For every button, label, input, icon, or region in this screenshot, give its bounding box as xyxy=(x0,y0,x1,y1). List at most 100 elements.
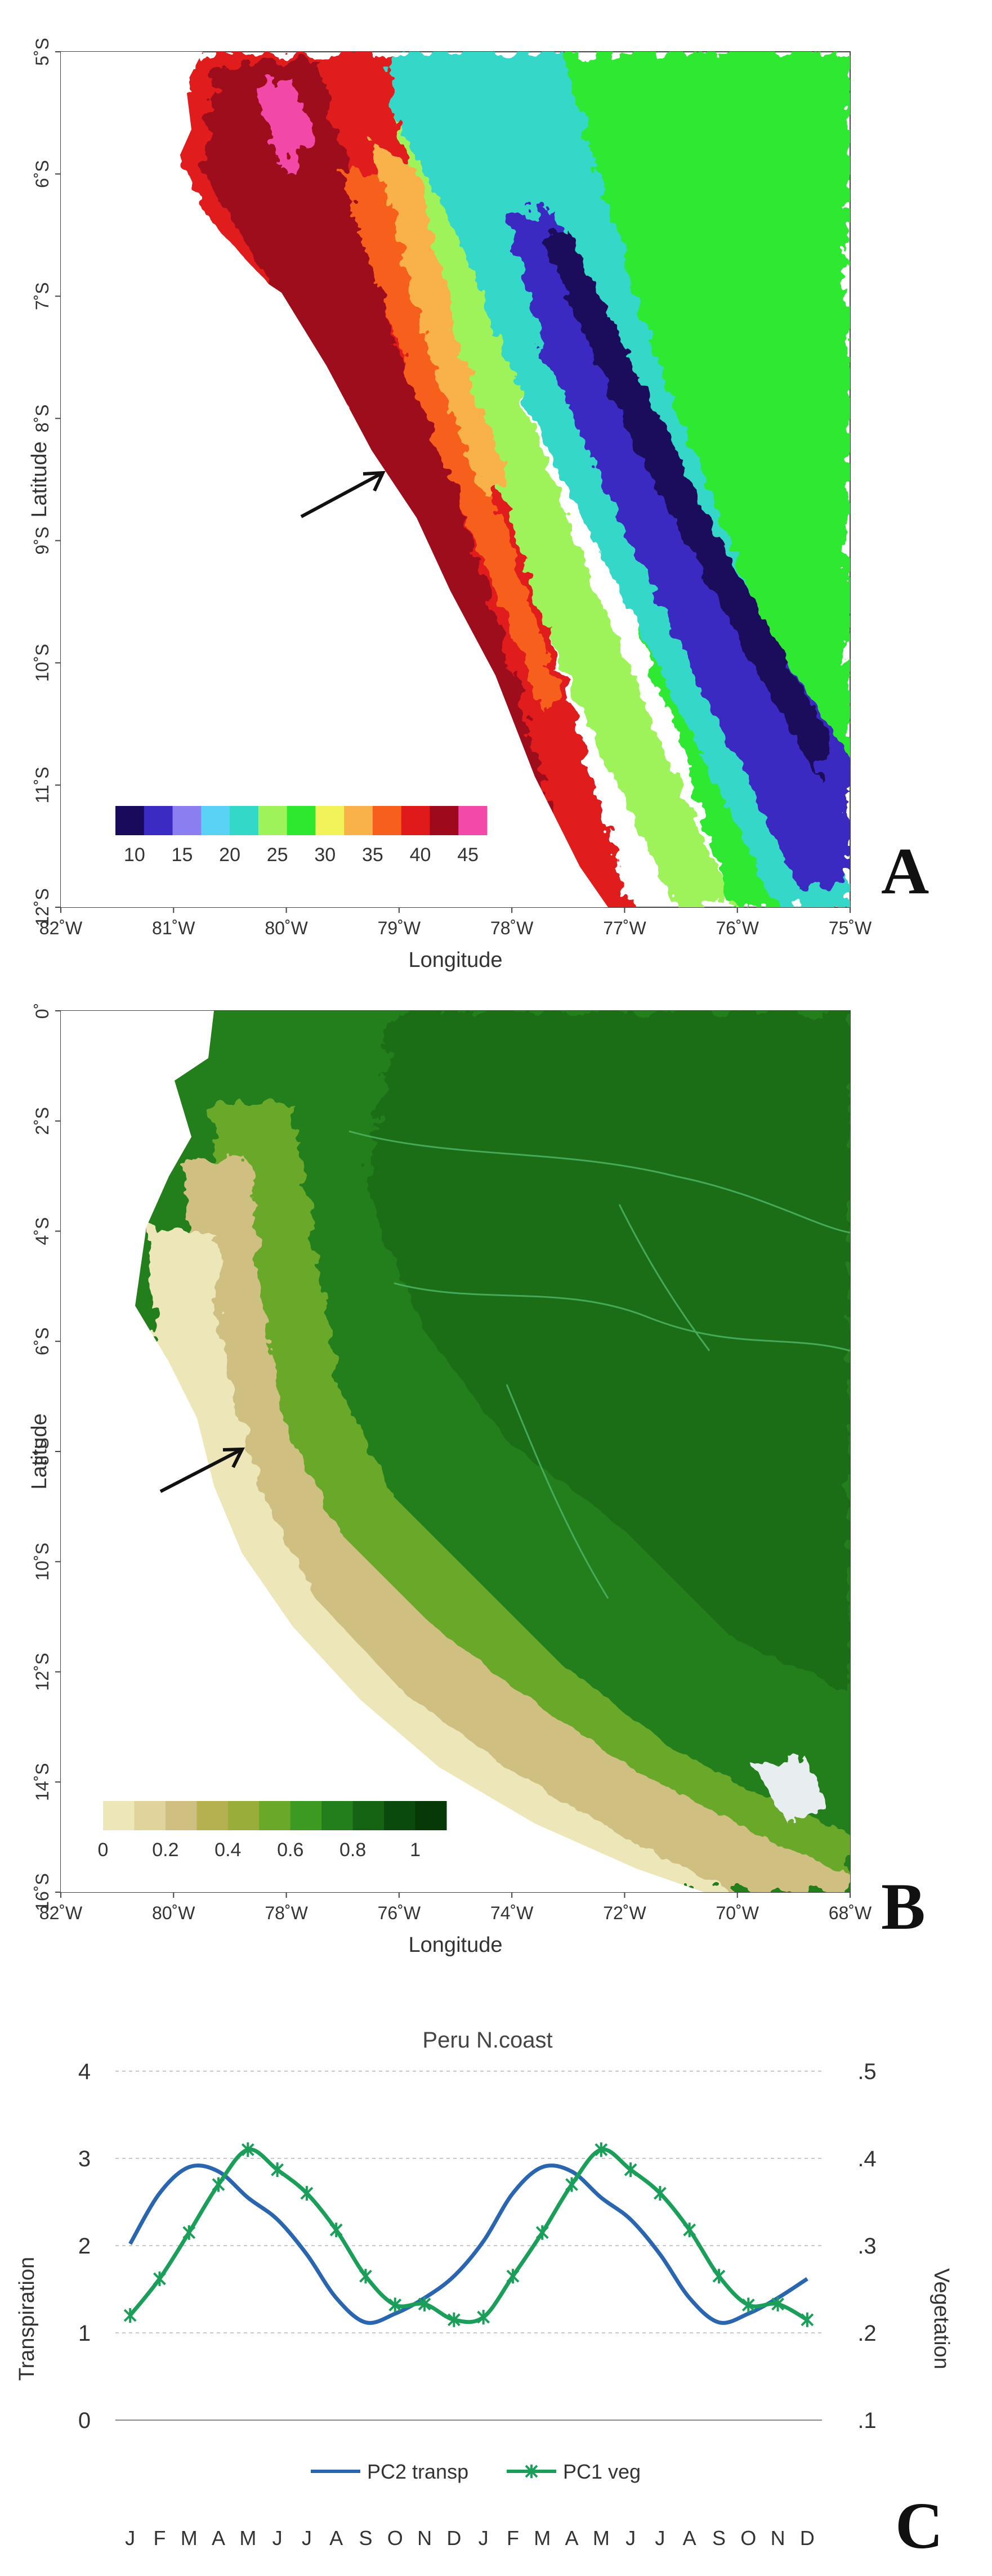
x-tick-label: 76˚W xyxy=(716,918,759,938)
series-point-asterisk xyxy=(712,2269,726,2284)
colorbar-swatch xyxy=(165,1801,197,1830)
colorbar-label: 0.2 xyxy=(152,1839,178,1861)
colorbar-label: 20 xyxy=(219,844,240,866)
x-tick-label: 80˚W xyxy=(265,918,308,938)
x-tick-label: S xyxy=(359,2526,372,2550)
colorbar-swatch xyxy=(401,806,430,835)
colorbar-label: 25 xyxy=(267,844,288,866)
colorbar-swatch xyxy=(458,806,488,835)
y2-tick-label: .4 xyxy=(857,2147,876,2171)
x-tick-label: 82˚W xyxy=(39,1903,83,1923)
colorbar-label: 0.8 xyxy=(339,1839,366,1861)
colorbar-label: 45 xyxy=(457,844,479,866)
colorbar-label: 1 xyxy=(410,1839,421,1861)
series-point-asterisk xyxy=(271,2162,284,2178)
colorbar-label: 30 xyxy=(314,844,336,866)
x-tick-label: M xyxy=(593,2526,610,2550)
colorbar-swatch xyxy=(115,806,145,835)
panel-a-map: 10 15 20 25 30 35 40 45 82˚W 81˚W 80˚W 79˚W 78˚W 77˚… xyxy=(28,38,872,972)
chart-c-grid xyxy=(115,2071,822,2333)
x-tick-label: J xyxy=(302,2526,312,2550)
x-tick-label: N xyxy=(417,2526,432,2550)
colorbar-label: 15 xyxy=(172,844,193,866)
colorbar-swatch xyxy=(258,806,288,835)
y-tick-label: 6˚S xyxy=(32,160,52,188)
map-b-terrain xyxy=(61,1011,850,1892)
x-tick-label: A xyxy=(212,2526,225,2550)
y-tick-label: 16˚S xyxy=(32,1873,52,1911)
x-tick-label: 74˚W xyxy=(490,1903,534,1923)
series-point-asterisk xyxy=(359,2269,372,2284)
colorbar-a-labels: 10 15 20 25 30 35 40 45 xyxy=(124,844,479,866)
y-tick-label: 11˚S xyxy=(32,767,52,803)
series-point-asterisk xyxy=(300,2186,314,2201)
map-b-rivers xyxy=(348,1130,850,1599)
colorbar-swatch xyxy=(352,1801,385,1830)
y-tick-label: 2 xyxy=(78,2234,91,2259)
colorbar-swatch xyxy=(372,806,402,835)
series-point-asterisk xyxy=(241,2142,254,2157)
series-point-asterisk xyxy=(535,2225,549,2240)
colorbar-label: 0 xyxy=(98,1839,109,1861)
x-tick-label: 82˚W xyxy=(39,918,83,938)
y2-tick-label: .5 xyxy=(857,2059,876,2084)
series-point-asterisk xyxy=(477,2310,490,2325)
colorbar-swatch xyxy=(144,806,173,835)
x-tick-label: S xyxy=(712,2526,726,2550)
y-tick-label: 2˚S xyxy=(32,1107,52,1135)
x-tick-label: 78˚W xyxy=(490,918,534,938)
chart-c-series xyxy=(123,2142,814,2327)
colorbar-swatch xyxy=(259,1801,291,1830)
colorbar-swatch xyxy=(415,1801,447,1830)
colorbar-label: 35 xyxy=(362,844,383,866)
colorbar-b xyxy=(103,1801,447,1830)
x-tick-label: N xyxy=(771,2526,785,2550)
map-a-axes: 82˚W 81˚W 80˚W 79˚W 78˚W 77˚W 76˚W 75˚W 5˚S 6˚S 7˚… xyxy=(32,38,872,938)
x-tick-label: A xyxy=(565,2526,579,2550)
series-point-asterisk xyxy=(595,2142,608,2157)
map-b-ylabel: Latitude xyxy=(28,1413,51,1489)
map-b-ocean xyxy=(61,1011,704,1892)
colorbar-swatch xyxy=(227,1801,260,1830)
x-tick-label: J xyxy=(479,2526,489,2550)
y-tick-label: 12˚S xyxy=(32,888,52,926)
y2-tick-label: .1 xyxy=(857,2408,876,2433)
y-tick-label: 0˚ xyxy=(32,1003,52,1019)
y-tick-label: 12˚S xyxy=(32,1653,52,1691)
colorbar-label: 40 xyxy=(410,844,431,866)
y2-tick-label: .2 xyxy=(857,2321,876,2346)
y-tick-label: 9˚S xyxy=(32,527,52,555)
map-b-xlabel: Longitude xyxy=(409,1933,503,1957)
series-point-asterisk xyxy=(212,2177,225,2192)
x-tick-label: J xyxy=(125,2526,135,2550)
series-point-asterisk xyxy=(683,2223,696,2238)
series-point-asterisk xyxy=(506,2269,520,2284)
panel-a-letter: A xyxy=(881,834,930,908)
y-tick-label: 3 xyxy=(78,2147,91,2171)
y-tick-label: 10˚S xyxy=(32,644,52,682)
map-a-terrain xyxy=(61,52,850,907)
x-tick-label: M xyxy=(181,2526,198,2550)
panel-b-map: 0 0.2 0.4 0.6 0.8 1 82˚W 80˚W 78˚W 76˚W 74˚W 72˚W 7… xyxy=(28,1003,872,1957)
y-tick-label: 6˚S xyxy=(32,1327,52,1355)
series-point-asterisk xyxy=(741,2297,755,2313)
y-tick-label: 8˚S xyxy=(32,405,52,433)
map-b-axes: 82˚W 80˚W 78˚W 76˚W 74˚W 72˚W 70˚W 68˚W 0˚ 2˚S 4˚S… xyxy=(32,1003,872,1923)
series-point-asterisk xyxy=(153,2271,166,2286)
series-line-2 xyxy=(128,2147,808,2324)
chart-c-ylabel: Transpiration xyxy=(15,2257,39,2381)
x-tick-label: 80˚W xyxy=(152,1903,195,1923)
x-tick-label: F xyxy=(507,2526,519,2550)
colorbar-swatch xyxy=(321,1801,354,1830)
x-tick-label: D xyxy=(800,2526,815,2550)
colorbar-swatch xyxy=(201,806,230,835)
x-tick-label: F xyxy=(153,2526,166,2550)
colorbar-swatch xyxy=(103,1801,135,1830)
y-tick-label: 14˚S xyxy=(32,1763,52,1801)
x-tick-label: 75˚W xyxy=(829,918,872,938)
y-tick-label: 4˚S xyxy=(32,1217,52,1246)
colorbar-swatch xyxy=(344,806,373,835)
map-a-xlabel: Longitude xyxy=(409,948,503,972)
series-point-asterisk xyxy=(624,2162,637,2178)
